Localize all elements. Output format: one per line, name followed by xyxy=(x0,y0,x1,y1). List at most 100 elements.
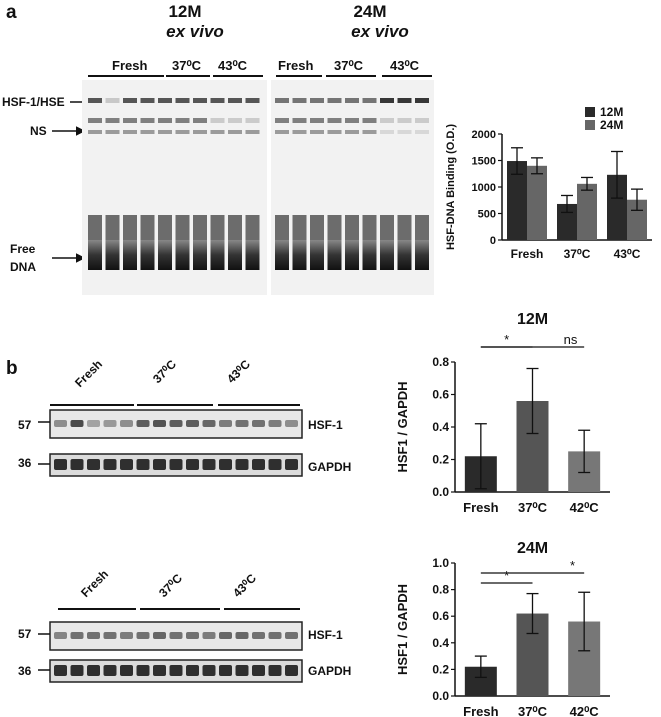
panel-letter-a: a xyxy=(6,2,17,23)
gel-free-dna-band xyxy=(415,240,429,270)
gel-free-dna-band xyxy=(140,240,155,270)
blot-24m-lane-fresh: Fresh xyxy=(78,566,112,600)
blot-12m-lane-fresh: Fresh xyxy=(72,356,106,390)
blot-hsf1-band xyxy=(153,632,166,639)
gel-hsf-band xyxy=(327,98,342,103)
blot-gapdh-band xyxy=(252,665,265,676)
blot-hsf1-band xyxy=(169,632,183,639)
gel-free-dna-band xyxy=(228,240,242,270)
blot-gapdh-band xyxy=(70,459,84,470)
blot-12m-marker-57: 57 xyxy=(18,418,32,432)
gel-hsf-band xyxy=(88,98,102,103)
blot-gapdh-band xyxy=(87,665,100,676)
blot-gapdh-band xyxy=(87,459,100,470)
blot-gapdh-band xyxy=(186,665,199,676)
y-tick-label: 0 xyxy=(490,235,496,247)
x-tick-label: 37⁰C xyxy=(518,704,548,717)
gel-free-dna-band xyxy=(175,240,190,270)
y-tick-label: 1500 xyxy=(472,156,496,168)
blot-hsf1-band xyxy=(186,632,199,639)
blot-hsf1-band xyxy=(186,420,199,427)
gel-free-dna-band xyxy=(310,240,324,270)
gel-24m-lane-37c: 37⁰C xyxy=(334,58,364,73)
blot-hsf1-band xyxy=(54,632,67,639)
legend-swatch xyxy=(585,107,595,117)
blot-12m-lane-43c: 43⁰C xyxy=(224,357,253,386)
gel-ns-band xyxy=(193,118,207,123)
y-tick-label: 0.8 xyxy=(432,355,449,369)
gel-free-dna-band xyxy=(362,240,377,270)
gel-12m-lane-43c: 43⁰C xyxy=(218,58,248,73)
blot-hsf1-band xyxy=(285,632,298,639)
gel-ns-band-lower xyxy=(210,130,225,134)
gel-free-dna-band xyxy=(193,240,207,270)
blot-hsf1-band xyxy=(202,420,216,427)
blot-12m-bar-37c xyxy=(137,404,213,406)
y-tick-label: 500 xyxy=(478,209,496,221)
gel-ns-band xyxy=(175,118,190,123)
blot-hsf1-band xyxy=(252,632,265,639)
blot-hsf1-band xyxy=(120,632,133,639)
gel-ns-band xyxy=(327,118,342,123)
blot-hsf1-band xyxy=(252,420,265,427)
gel-ns-band-lower xyxy=(362,130,377,134)
blot-gapdh-band xyxy=(219,665,232,676)
blot-hsf1-band xyxy=(70,420,84,427)
blot-24m-label-hsf1: HSF-1 xyxy=(308,628,343,642)
blot-12m-label-hsf1: HSF-1 xyxy=(308,418,343,432)
gel-24m-subtitle: ex vivo xyxy=(351,22,409,41)
blot-gapdh-band xyxy=(219,459,232,470)
blot-gapdh-band xyxy=(169,459,183,470)
chart-hsf1-gapdh-24m: 0.0 0.2 0.4 0.6 0.8 1.0 Fresh 37⁰C 42⁰C HSF1 / GA… xyxy=(395,540,610,717)
significance-label: * xyxy=(570,558,575,573)
gel-free-dna-band xyxy=(292,240,307,270)
label-free-2: DNA xyxy=(10,260,36,274)
gel-ns-band-lower xyxy=(123,130,137,134)
legend-label: 24M xyxy=(600,118,623,132)
gel-12m-lane-fresh: Fresh xyxy=(112,58,148,73)
gel-ns-band-lower xyxy=(380,130,394,134)
blot-12m-bar-fresh xyxy=(50,404,134,406)
gel-ns-band-lower xyxy=(292,130,307,134)
gel-24m-lane-fresh: Fresh xyxy=(278,58,314,73)
gel-ns-band xyxy=(210,118,225,123)
gel-ns-band-lower xyxy=(275,130,289,134)
y-axis-label: HSF1 / GAPDH xyxy=(395,381,410,472)
y-tick-label: 0.0 xyxy=(432,689,449,703)
gel-12m-bar-fresh xyxy=(88,75,164,77)
gel-hsf-band xyxy=(193,98,207,103)
gel-hsf-band xyxy=(345,98,359,103)
significance-label: ns xyxy=(564,332,578,347)
legend-label: 12M xyxy=(600,105,623,119)
gel-hsf-band xyxy=(245,98,260,103)
blot-hsf1-band xyxy=(219,420,232,427)
blot-gapdh-band xyxy=(120,459,133,470)
blot-hsf1-band xyxy=(235,632,249,639)
blot-gapdh-band xyxy=(285,459,298,470)
significance-label: * xyxy=(504,332,509,347)
bar xyxy=(577,183,597,240)
gel-24m-title: 24M xyxy=(353,2,387,21)
gel-ns-band xyxy=(380,118,394,123)
x-tick-label: 43⁰C xyxy=(614,247,641,261)
blot-hsf1-band xyxy=(54,420,67,427)
blot-gapdh-band xyxy=(103,665,117,676)
chart-title: 12M xyxy=(517,311,548,328)
legend-swatch xyxy=(585,120,595,130)
blot-gapdh-band xyxy=(268,459,282,470)
y-tick-label: 0.0 xyxy=(432,485,449,499)
blot-hsf1-band xyxy=(103,632,117,639)
blot-hsf1-band xyxy=(103,420,117,427)
blot-gapdh-band xyxy=(268,665,282,676)
gel-24m-bar-fresh xyxy=(276,75,322,77)
label-hsf-hse: HSF-1/HSE xyxy=(2,95,65,109)
blot-hsf1-band xyxy=(87,632,100,639)
gel-free-dna-band xyxy=(275,240,289,270)
blot-hsf1-band xyxy=(136,632,150,639)
bar xyxy=(607,174,627,240)
blot-gapdh-band xyxy=(153,459,166,470)
gel-24m-lane-43c: 43⁰C xyxy=(390,58,420,73)
x-tick-label: Fresh xyxy=(463,704,498,717)
gel-free-dna-band xyxy=(210,240,225,270)
label-free-1: Free xyxy=(10,242,36,256)
